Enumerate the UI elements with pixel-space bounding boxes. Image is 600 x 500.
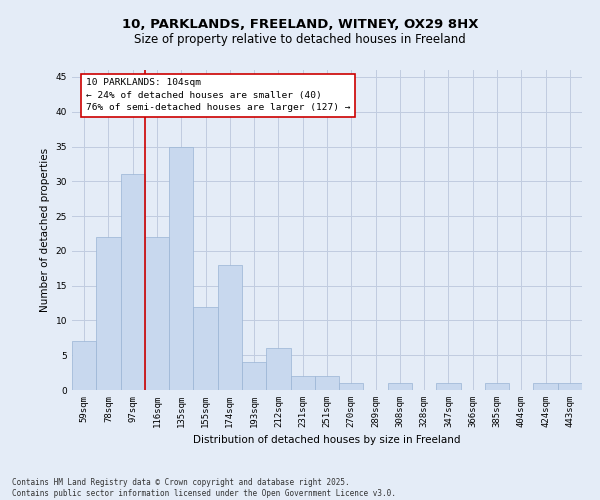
Bar [218, 265, 242, 390]
Bar [290, 376, 315, 390]
Bar [266, 348, 290, 390]
Bar [388, 383, 412, 390]
Bar [169, 146, 193, 390]
X-axis label: Distribution of detached houses by size in Freeland: Distribution of detached houses by size … [193, 436, 461, 446]
Bar [193, 306, 218, 390]
Text: 10 PARKLANDS: 104sqm
← 24% of detached houses are smaller (40)
76% of semi-detac: 10 PARKLANDS: 104sqm ← 24% of detached h… [86, 78, 350, 112]
Bar [96, 237, 121, 390]
Bar [121, 174, 145, 390]
Bar [242, 362, 266, 390]
Y-axis label: Number of detached properties: Number of detached properties [40, 148, 50, 312]
Bar [315, 376, 339, 390]
Bar [485, 383, 509, 390]
Text: Size of property relative to detached houses in Freeland: Size of property relative to detached ho… [134, 32, 466, 46]
Bar [145, 237, 169, 390]
Bar [533, 383, 558, 390]
Text: 10, PARKLANDS, FREELAND, WITNEY, OX29 8HX: 10, PARKLANDS, FREELAND, WITNEY, OX29 8H… [122, 18, 478, 30]
Bar [558, 383, 582, 390]
Bar [72, 342, 96, 390]
Text: Contains HM Land Registry data © Crown copyright and database right 2025.
Contai: Contains HM Land Registry data © Crown c… [12, 478, 396, 498]
Bar [339, 383, 364, 390]
Bar [436, 383, 461, 390]
